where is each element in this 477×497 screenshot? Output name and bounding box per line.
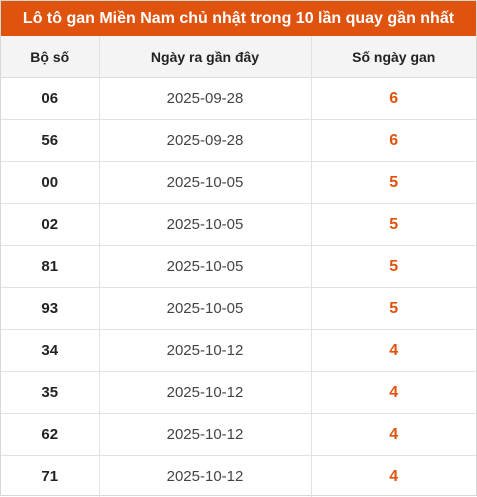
table-row: 81 2025-10-05 5: [1, 246, 476, 288]
cell-date: 2025-09-28: [99, 120, 311, 162]
cell-number: 56: [1, 120, 99, 162]
cell-days: 5: [311, 204, 476, 246]
table-row: 02 2025-10-05 5: [1, 204, 476, 246]
cell-days: 4: [311, 456, 476, 497]
cell-date: 2025-10-05: [99, 246, 311, 288]
cell-number: 81: [1, 246, 99, 288]
table-row: 06 2025-09-28 6: [1, 78, 476, 120]
cell-days: 5: [311, 288, 476, 330]
cell-date: 2025-10-12: [99, 372, 311, 414]
cell-number: 62: [1, 414, 99, 456]
cell-number: 34: [1, 330, 99, 372]
panel-title: Lô tô gan Miền Nam chủ nhật trong 10 lần…: [1, 1, 476, 36]
cell-number: 93: [1, 288, 99, 330]
cell-number: 71: [1, 456, 99, 497]
table-row: 34 2025-10-12 4: [1, 330, 476, 372]
table-body: 06 2025-09-28 6 56 2025-09-28 6 00 2025-…: [1, 78, 476, 497]
cell-days: 5: [311, 246, 476, 288]
table-row: 00 2025-10-05 5: [1, 162, 476, 204]
table-row: 56 2025-09-28 6: [1, 120, 476, 162]
cell-days: 4: [311, 372, 476, 414]
cell-days: 6: [311, 78, 476, 120]
cell-number: 35: [1, 372, 99, 414]
cell-number: 00: [1, 162, 99, 204]
cell-days: 4: [311, 330, 476, 372]
cell-date: 2025-10-05: [99, 204, 311, 246]
cell-date: 2025-10-12: [99, 330, 311, 372]
cell-number: 06: [1, 78, 99, 120]
cell-days: 4: [311, 414, 476, 456]
cell-date: 2025-10-05: [99, 162, 311, 204]
cell-date: 2025-09-28: [99, 78, 311, 120]
table-row: 35 2025-10-12 4: [1, 372, 476, 414]
column-header-date: Ngày ra gần đây: [99, 36, 311, 78]
table-row: 93 2025-10-05 5: [1, 288, 476, 330]
cell-date: 2025-10-12: [99, 456, 311, 497]
table-row: 71 2025-10-12 4: [1, 456, 476, 497]
cell-number: 02: [1, 204, 99, 246]
table-row: 62 2025-10-12 4: [1, 414, 476, 456]
cell-days: 5: [311, 162, 476, 204]
column-header-days: Số ngày gan: [311, 36, 476, 78]
gan-table: Bộ số Ngày ra gần đây Số ngày gan 06 202…: [1, 36, 476, 497]
cell-date: 2025-10-05: [99, 288, 311, 330]
cell-days: 6: [311, 120, 476, 162]
table-header: Bộ số Ngày ra gần đây Số ngày gan: [1, 36, 476, 78]
cell-date: 2025-10-12: [99, 414, 311, 456]
column-header-number: Bộ số: [1, 36, 99, 78]
header-row: Bộ số Ngày ra gần đây Số ngày gan: [1, 36, 476, 78]
